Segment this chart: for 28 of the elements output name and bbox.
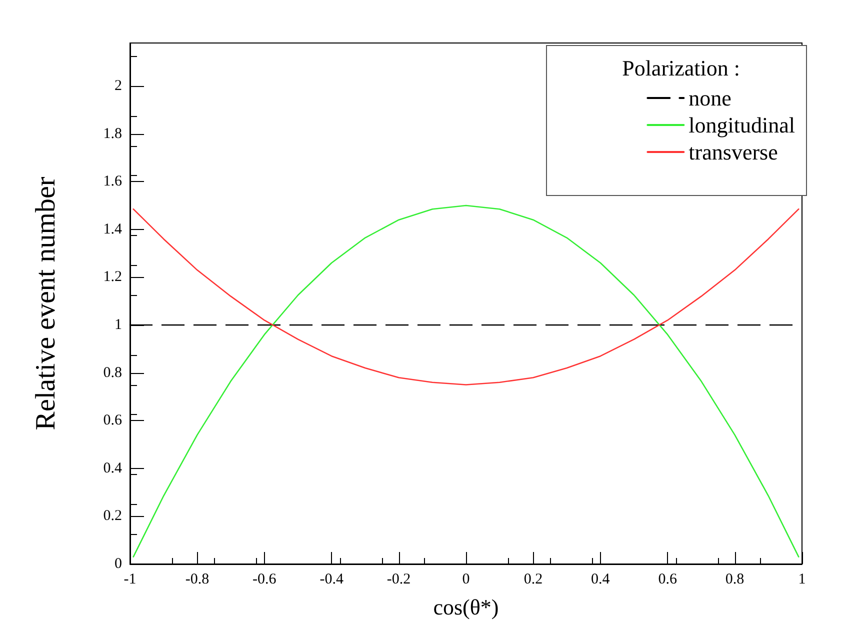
y-tick-label: 1.4 xyxy=(103,221,122,238)
x-tick-label: 0 xyxy=(462,572,470,588)
y-tick-label: 0 xyxy=(114,556,122,572)
x-tick-label: 0.8 xyxy=(725,572,744,588)
x-tick-label: -0.8 xyxy=(185,572,210,588)
legend-label: none xyxy=(688,86,732,110)
x-tick-label: -0.6 xyxy=(252,572,277,588)
y-tick-label: 2 xyxy=(114,78,122,94)
y-tick-label: 1.2 xyxy=(103,269,122,286)
x-tick-label: 0.6 xyxy=(658,572,678,588)
y-tick-label: 0.8 xyxy=(103,364,122,381)
x-tick-label: -0.2 xyxy=(386,572,411,588)
x-tick-label: 0.4 xyxy=(591,572,610,588)
x-axis-title: cos(θ*) xyxy=(433,594,499,620)
legend-title: Polarization : xyxy=(622,56,740,80)
y-tick-label: 0.6 xyxy=(103,412,122,429)
y-tick-label: 0.2 xyxy=(103,508,122,524)
x-tick-label: -1 xyxy=(124,572,136,588)
y-axis-title: Relative event number xyxy=(30,176,62,430)
y-tick-label: 1.8 xyxy=(103,126,122,142)
y-tick-label: 1.6 xyxy=(103,174,122,190)
legend-label: longitudinal xyxy=(688,112,795,138)
x-tick-label: 0.2 xyxy=(524,572,543,588)
x-tick-label: 1 xyxy=(798,572,806,588)
legend-label: transverse xyxy=(688,140,778,164)
y-tick-label: 0.4 xyxy=(103,460,122,476)
x-tick-label: -0.4 xyxy=(320,572,344,588)
y-tick-label: 1 xyxy=(114,317,122,334)
